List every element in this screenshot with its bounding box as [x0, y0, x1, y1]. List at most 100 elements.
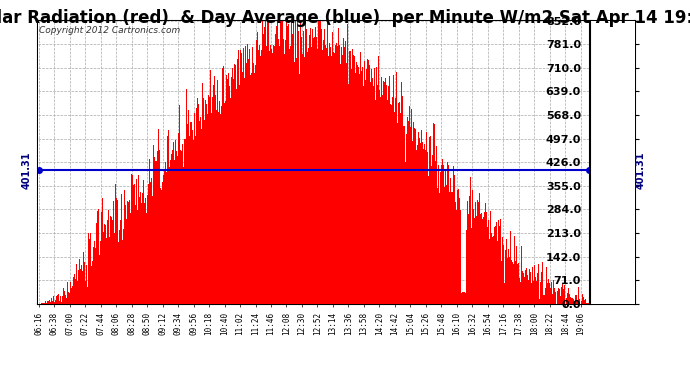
Bar — [360, 52, 361, 304]
Bar — [497, 241, 498, 304]
Bar — [400, 112, 401, 304]
Bar — [485, 202, 486, 304]
Bar — [65, 295, 66, 304]
Bar — [162, 183, 163, 304]
Bar — [182, 144, 183, 304]
Bar — [181, 151, 182, 304]
Bar — [253, 63, 254, 304]
Bar — [54, 292, 55, 304]
Bar — [449, 192, 450, 304]
Bar — [299, 51, 300, 304]
Bar — [442, 159, 443, 304]
Bar — [374, 69, 375, 304]
Bar — [300, 21, 301, 304]
Bar — [174, 160, 175, 304]
Bar — [276, 26, 277, 304]
Bar — [550, 288, 551, 304]
Bar — [186, 89, 187, 304]
Bar — [373, 86, 374, 304]
Bar — [422, 141, 423, 304]
Bar — [202, 83, 203, 304]
Text: 401.31: 401.31 — [635, 152, 646, 189]
Bar — [370, 81, 371, 304]
Bar — [244, 52, 246, 304]
Bar — [543, 295, 544, 304]
Bar — [382, 96, 384, 304]
Bar — [125, 205, 126, 304]
Bar — [491, 233, 492, 304]
Bar — [410, 127, 411, 304]
Bar — [303, 31, 304, 304]
Bar — [130, 226, 131, 304]
Bar — [68, 294, 69, 304]
Bar — [588, 303, 589, 304]
Bar — [552, 294, 553, 304]
Bar — [188, 110, 189, 304]
Bar — [581, 301, 582, 304]
Bar — [50, 302, 51, 304]
Bar — [214, 111, 215, 304]
Bar — [119, 230, 120, 304]
Bar — [486, 212, 487, 304]
Bar — [83, 252, 84, 304]
Bar — [197, 98, 198, 304]
Bar — [473, 209, 474, 304]
Bar — [527, 275, 528, 304]
Bar — [179, 105, 180, 304]
Bar — [64, 291, 65, 304]
Bar — [461, 292, 462, 304]
Bar — [55, 300, 56, 304]
Bar — [460, 210, 461, 304]
Bar — [325, 45, 326, 304]
Bar — [144, 202, 145, 304]
Bar — [267, 21, 268, 304]
Bar — [439, 193, 440, 304]
Bar — [151, 178, 152, 304]
Bar — [330, 45, 331, 304]
Bar — [456, 210, 457, 304]
Bar — [169, 166, 170, 304]
Bar — [534, 265, 535, 304]
Bar — [88, 233, 89, 304]
Bar — [311, 47, 312, 304]
Bar — [434, 124, 435, 304]
Bar — [128, 202, 129, 304]
Bar — [288, 24, 289, 304]
Bar — [326, 48, 327, 304]
Bar — [426, 132, 427, 304]
Bar — [574, 302, 575, 304]
Bar — [394, 112, 395, 304]
Bar — [204, 120, 205, 304]
Bar — [238, 50, 239, 304]
Bar — [79, 259, 80, 304]
Bar — [483, 217, 484, 304]
Bar — [192, 96, 193, 304]
Bar — [122, 240, 123, 304]
Bar — [425, 150, 426, 304]
Bar — [476, 216, 477, 304]
Bar — [342, 55, 343, 304]
Bar — [113, 201, 114, 304]
Bar — [323, 21, 324, 304]
Bar — [100, 240, 101, 304]
Bar — [587, 303, 588, 304]
Bar — [231, 77, 232, 304]
Bar — [388, 86, 389, 304]
Bar — [496, 222, 497, 304]
Bar — [147, 178, 148, 304]
Bar — [354, 73, 355, 304]
Bar — [393, 75, 394, 304]
Bar — [524, 277, 525, 304]
Bar — [327, 21, 328, 304]
Bar — [117, 200, 118, 304]
Bar — [363, 86, 364, 304]
Bar — [416, 150, 417, 304]
Bar — [224, 103, 225, 304]
Bar — [433, 123, 434, 304]
Bar — [515, 282, 516, 304]
Bar — [395, 98, 396, 304]
Bar — [392, 129, 393, 304]
Bar — [97, 211, 98, 304]
Bar — [467, 201, 468, 304]
Bar — [372, 78, 373, 304]
